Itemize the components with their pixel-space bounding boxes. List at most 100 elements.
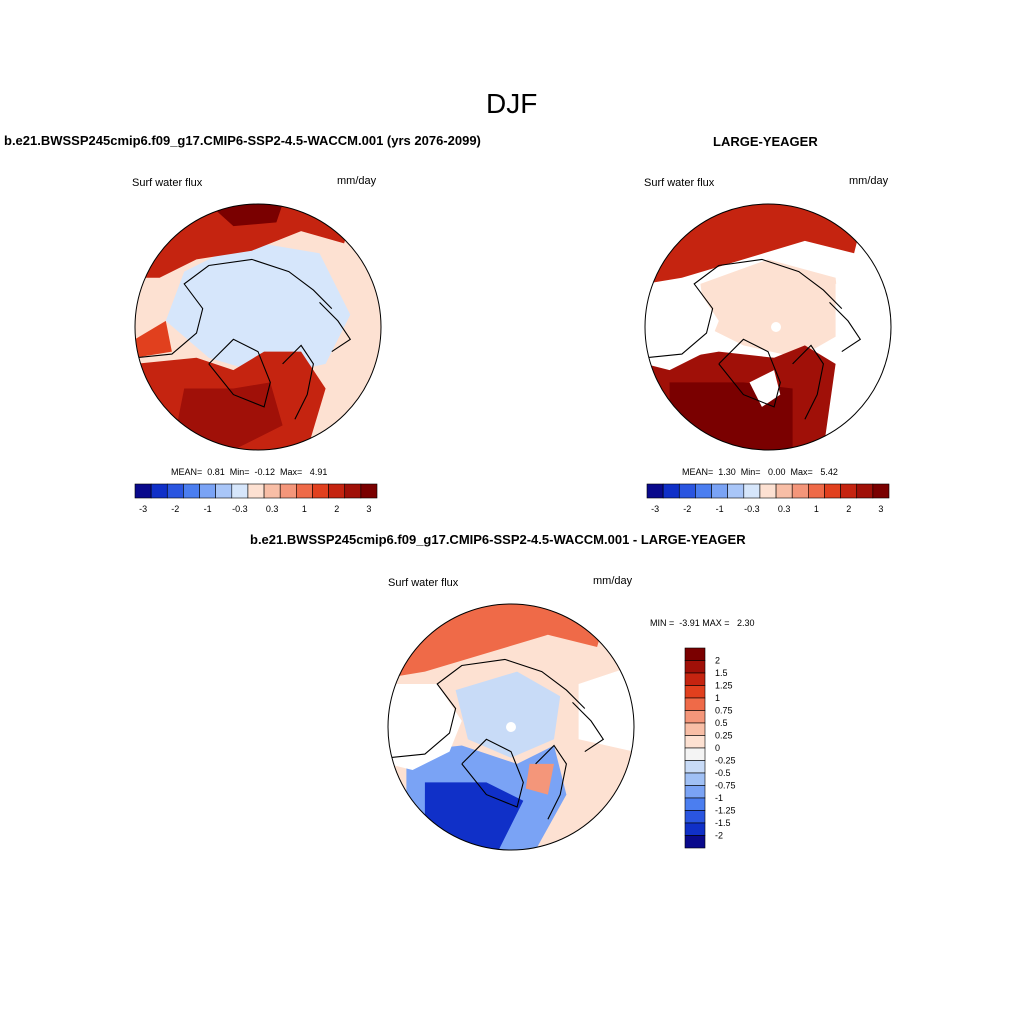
panel1-units-label: mm/day — [337, 175, 377, 187]
panel2-land-north-america — [645, 283, 719, 371]
panel1-colorbar-box — [279, 483, 297, 499]
panel3-colorbar-box — [684, 710, 706, 724]
panel3-colorbar-tick-label: 0.5 — [715, 718, 728, 728]
panel1-variable-label: Surf water flux — [132, 177, 203, 189]
panel1-coastline-greenland — [208, 338, 271, 408]
panel3-norway-positive — [525, 763, 554, 795]
panel1-colorbar: -3 -2 -1 -0.3 0.3 1 2 3 — [134, 483, 378, 514]
panel1-colorbar-box — [166, 483, 184, 499]
panel3-colorbar-box — [684, 735, 706, 749]
panel2-colorbar-box — [695, 483, 712, 499]
panel3-colorbar-box — [684, 785, 706, 799]
panel1-colorbar-box — [247, 483, 265, 499]
panel3-colorbar-tick-label: 0.25 — [715, 731, 733, 741]
panel3-colorbar-box — [684, 760, 706, 774]
panel3-colorbar-box — [684, 810, 706, 824]
panel3-colorbar-tick-label: 0.75 — [715, 706, 733, 716]
panel2-title: LARGE-YEAGER — [713, 134, 818, 149]
panel2-colorbar: -3 -2 -1 -0.3 0.3 1 2 3 — [646, 483, 890, 514]
panel2-stats: MEAN= 1.30 Min= 0.00 Max= 5.42 — [682, 467, 838, 477]
panel2-colorbar-box — [759, 483, 777, 499]
panel3-stats: MIN = -3.91 MAX = 2.30 — [650, 618, 755, 628]
panel2-coastline-americas — [645, 258, 843, 359]
panel2-colorbar-box — [808, 483, 825, 499]
panel2-map — [645, 204, 891, 450]
panel3-colorbar-tick-label: 1.25 — [715, 681, 733, 691]
panel3-colorbar-tick-label: 0 — [715, 743, 720, 753]
panel3-colorbar-box — [684, 672, 706, 686]
panel2-coastline-siberia — [829, 302, 862, 353]
panel1-title: b.e21.BWSSP245cmip6.f09_g17.CMIP6-SSP2-4… — [4, 133, 481, 148]
panel2-colorbar-box — [646, 483, 664, 499]
panel3-colorbar-box — [684, 722, 706, 736]
panel3-colorbar-box — [684, 835, 706, 849]
panel2-colorbar-box — [662, 483, 680, 499]
panel3-colorbar-box — [684, 747, 706, 761]
panel1-atlantic-max — [171, 382, 283, 450]
panel2-colorbar-box — [678, 483, 696, 499]
panel3-colorbar-tick-label: -1 — [715, 793, 723, 803]
panel2-colorbar-tick-label: 3 — [878, 504, 883, 514]
panel2-units-label: mm/day — [849, 175, 889, 187]
panel2-coastline-greenland — [718, 338, 781, 408]
panel2-colorbar-tick-label: -0.3 — [744, 504, 760, 514]
panel2-land-greenland — [749, 370, 781, 407]
panel3-colorbar-tick-label: -1.5 — [715, 818, 731, 828]
figure-suptitle: DJF — [486, 88, 538, 119]
panel1-map — [135, 204, 381, 450]
panel3-colorbar-tick-label: 2 — [715, 656, 720, 666]
panel3-colorbar-tick-label: 1.5 — [715, 668, 728, 678]
panel1-coastline-americas — [135, 258, 333, 359]
panel2-colorbar-tick-label: 0.3 — [778, 504, 791, 514]
panel3-title: b.e21.BWSSP245cmip6.f09_g17.CMIP6-SSP2-4… — [250, 532, 746, 547]
panel1-colorbar-box — [199, 483, 216, 499]
panel2-land-eurasia — [835, 265, 891, 352]
panel3-colorbar-box — [684, 660, 706, 674]
panel2-pole-hole — [771, 322, 781, 332]
panel2-colorbar-box — [840, 483, 858, 499]
panel2-colorbar-box — [872, 483, 890, 499]
panel2-colorbar-tick-label: 2 — [846, 504, 851, 514]
panel1-arctic-low — [165, 240, 351, 377]
panel1-colorbar-box — [296, 483, 313, 499]
panel2-map-border — [644, 203, 892, 451]
panel1-colorbar-box — [150, 483, 168, 499]
panel3-colorbar-box — [684, 772, 706, 786]
panel2-colorbar-box — [824, 483, 841, 499]
panel1-colorbar-tick-label: 2 — [334, 504, 339, 514]
panel2-colorbar-box — [727, 483, 745, 499]
panel2-colorbar-tick-label: 1 — [814, 504, 819, 514]
panel3-colorbar-tick-label: -0.75 — [715, 781, 736, 791]
panel1-colorbar-tick-label: -3 — [139, 504, 147, 514]
panel3-colorbar-tick-label: -1.25 — [715, 806, 736, 816]
panel3-colorbar-tick-label: -2 — [715, 831, 723, 841]
panel2-colorbar-tick-label: -1 — [716, 504, 724, 514]
panel3-pole-hole — [506, 722, 516, 732]
panel1-canada-coast — [135, 320, 172, 358]
panel3-coastline-scandinavia — [535, 744, 567, 820]
panel3-coastline-greenland — [461, 738, 524, 808]
panel1-colorbar-box — [360, 483, 378, 499]
panel1-colorbar-box — [231, 483, 249, 499]
panel1-colorbar-tick-label: -1 — [204, 504, 212, 514]
panel1-map-border — [134, 203, 382, 451]
panel2-arctic-low — [700, 259, 842, 358]
panel1-colorbar-box — [134, 483, 152, 499]
panel1-colorbar-box — [263, 483, 281, 499]
panel3-colorbar-tick-label: -0.25 — [715, 756, 736, 766]
panel3-colorbar: 2 1.5 1.25 1 0.75 0.5 0.25 0 -0.25 -0.5 -0.75 -1 -1.… — [684, 647, 736, 849]
panel1-colorbar-tick-label: -0.3 — [232, 504, 248, 514]
panel3-colorbar-box — [684, 797, 706, 811]
panel1-coastline-siberia — [319, 302, 352, 353]
panel2-colorbar-box — [791, 483, 809, 499]
panel3-colorbar-box — [684, 822, 706, 836]
panel1-colorbar-tick-label: -2 — [171, 504, 179, 514]
panel3-colorbar-tick-label: 1 — [715, 693, 720, 703]
panel1-stats: MEAN= 0.81 Min= -0.12 Max= 4.91 — [171, 467, 328, 477]
panel3-colorbar-box — [684, 685, 706, 699]
panel3-colorbar-box — [684, 697, 706, 711]
panel3-map-border — [387, 603, 635, 851]
panel3-units-label: mm/day — [593, 575, 633, 587]
panel3-arctic-negative — [455, 671, 561, 758]
